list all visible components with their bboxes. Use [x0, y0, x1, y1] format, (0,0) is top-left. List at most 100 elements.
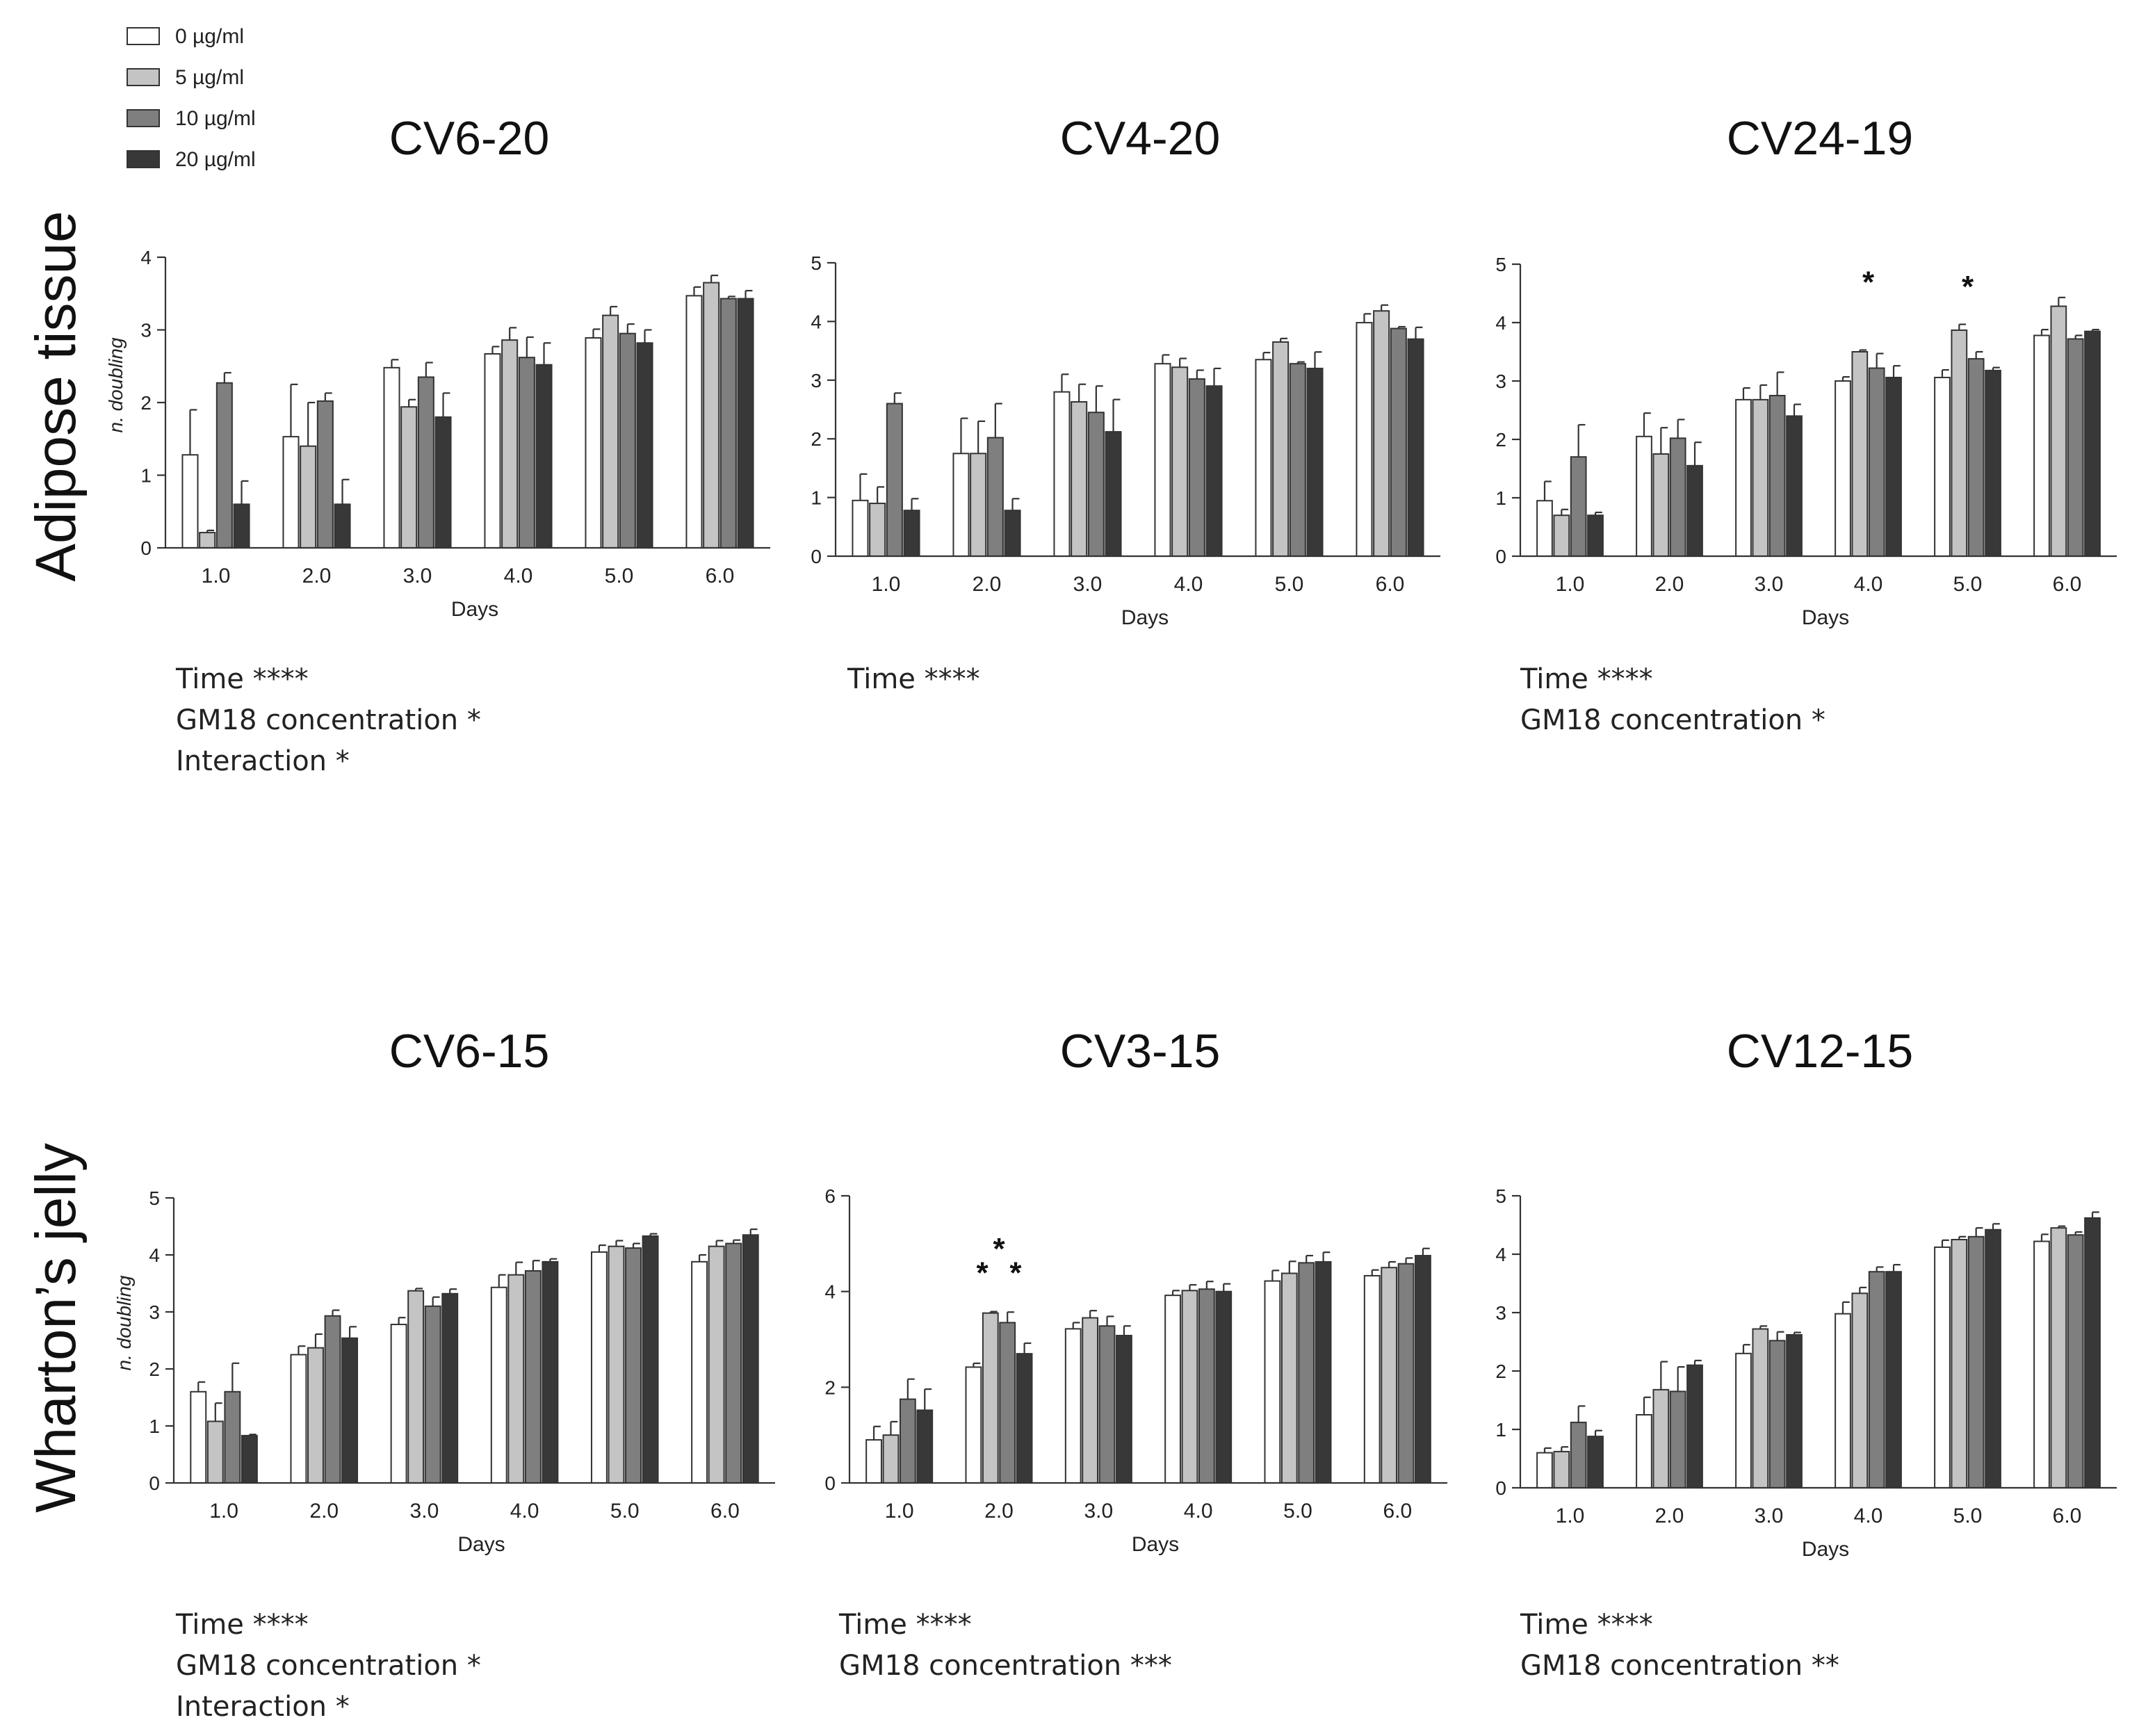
bar — [507, 1274, 525, 1484]
bar — [1016, 1353, 1033, 1484]
bar — [1786, 1333, 1803, 1489]
row-label-wharton: Wharton’s jelly — [24, 1143, 88, 1513]
significance-marker: * — [993, 1232, 1005, 1266]
bar — [390, 1324, 407, 1484]
legend-label-0: 0 µg/ml — [175, 25, 244, 48]
x-tick-label: 1.0 — [202, 565, 231, 587]
bar — [1786, 415, 1803, 558]
stats-line: Interaction * — [176, 745, 350, 777]
bar — [424, 1305, 441, 1484]
row-label-adipose: Adipose tissue — [24, 211, 88, 581]
x-tick-label: 5.0 — [610, 1500, 640, 1523]
bar — [1188, 378, 1205, 557]
x-tick-label: 2.0 — [973, 573, 1002, 596]
bar — [1164, 1295, 1181, 1484]
stats-line: Time **** — [839, 1609, 972, 1641]
bar — [1553, 1450, 1570, 1488]
bar — [307, 1347, 324, 1484]
x-tick-label: 1.0 — [872, 573, 901, 596]
stats-panel-cv4-20: Time **** — [847, 659, 980, 700]
y-tick-label: 5 — [1495, 1185, 1506, 1207]
x-tick-label: 4.0 — [510, 1500, 539, 1523]
legend: 0 µg/ml 5 µg/ml 10 µg/ml 20 µg/ml — [127, 25, 256, 171]
bar — [300, 445, 317, 549]
y-tick-label: 0 — [824, 1473, 836, 1494]
stats-line: Time **** — [176, 663, 309, 695]
bar — [1536, 500, 1553, 558]
x-tick-label: 2.0 — [1655, 573, 1684, 596]
y-tick-label: 3 — [149, 1301, 160, 1323]
bar — [865, 1439, 882, 1484]
bar — [2084, 1217, 2101, 1489]
y-tick-label: 4 — [1495, 1244, 1506, 1265]
bar — [1835, 380, 1851, 557]
bar — [1280, 1272, 1298, 1484]
bar — [1105, 431, 1122, 558]
x-axis-label: Days — [457, 1533, 505, 1556]
bar — [636, 342, 653, 549]
bar — [190, 1390, 207, 1484]
bar — [1669, 1390, 1686, 1489]
bar — [484, 352, 501, 549]
bar — [441, 1292, 459, 1484]
bar — [1669, 437, 1686, 557]
x-tick-label: 5.0 — [1283, 1500, 1312, 1523]
bar — [1116, 1334, 1132, 1484]
significance-marker: * — [1862, 265, 1875, 299]
bar — [199, 532, 216, 549]
y-tick-label: 2 — [1495, 1361, 1506, 1382]
x-axis-label: Days — [1121, 606, 1169, 629]
x-tick-label: 2.0 — [984, 1500, 1014, 1523]
x-tick-label: 5.0 — [1953, 1504, 1983, 1527]
bar — [2067, 1234, 2084, 1489]
y-tick-label: 4 — [149, 1244, 160, 1266]
y-tick-label: 5 — [1495, 254, 1506, 275]
bar — [1154, 363, 1171, 558]
bar — [1768, 1340, 1786, 1488]
bar — [882, 1434, 900, 1484]
legend-label-2: 10 µg/ml — [175, 107, 256, 130]
x-tick-label: 3.0 — [1755, 1504, 1784, 1527]
legend-swatch-3 — [127, 150, 160, 168]
bar — [1570, 1421, 1587, 1489]
x-tick-label: 4.0 — [1174, 573, 1203, 596]
bar — [899, 1398, 916, 1484]
y-tick-label: 4 — [1495, 312, 1506, 334]
bar — [965, 1366, 982, 1484]
bar — [1205, 385, 1223, 557]
bar — [999, 1322, 1016, 1484]
stats-panel-cv24-19: Time **** GM18 concentration * — [1520, 659, 1825, 741]
bar — [1686, 464, 1703, 557]
bar — [1985, 369, 2001, 557]
y-axis-label: n. doubling — [113, 1275, 135, 1370]
y-tick-label: 2 — [1495, 429, 1506, 451]
x-tick-label: 4.0 — [1854, 573, 1883, 596]
legend-swatch-2 — [127, 109, 160, 127]
chart-title: CV6-20 — [389, 112, 550, 165]
x-tick-label: 6.0 — [2053, 1504, 2082, 1527]
bar — [1951, 1239, 1968, 1488]
x-axis-label: Days — [1132, 1533, 1179, 1556]
y-tick-label: 0 — [1495, 546, 1506, 567]
y-tick-label: 1 — [149, 1415, 160, 1437]
bar — [1215, 1290, 1233, 1484]
bar — [1636, 435, 1652, 557]
bar — [1407, 338, 1424, 557]
bar — [341, 1337, 359, 1484]
y-tick-label: 2 — [824, 1377, 836, 1398]
stats-line: Time **** — [1520, 663, 1653, 695]
bar — [608, 1245, 625, 1484]
y-tick-label: 1 — [1495, 1419, 1506, 1441]
y-tick-label: 3 — [811, 370, 822, 391]
bar — [215, 382, 233, 549]
chart-panel-5: CV12-15 0 1 2 3 4 5 1.0 2.0 3.0 4.0 5.0 6.0 Days — [1495, 1025, 2117, 1561]
x-axis-label: Days — [451, 598, 498, 621]
legend-swatch-0 — [127, 27, 160, 45]
bar — [1064, 1328, 1082, 1484]
bar — [1636, 1414, 1652, 1488]
y-tick-label: 5 — [811, 252, 822, 274]
x-tick-label: 3.0 — [1755, 573, 1784, 596]
bar — [725, 1242, 742, 1484]
x-tick-label: 1.0 — [885, 1500, 914, 1523]
x-tick-label: 4.0 — [504, 565, 533, 587]
